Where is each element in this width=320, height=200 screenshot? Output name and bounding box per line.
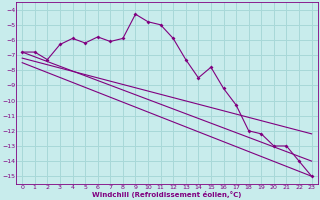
X-axis label: Windchill (Refroidissement éolien,°C): Windchill (Refroidissement éolien,°C) xyxy=(92,191,242,198)
